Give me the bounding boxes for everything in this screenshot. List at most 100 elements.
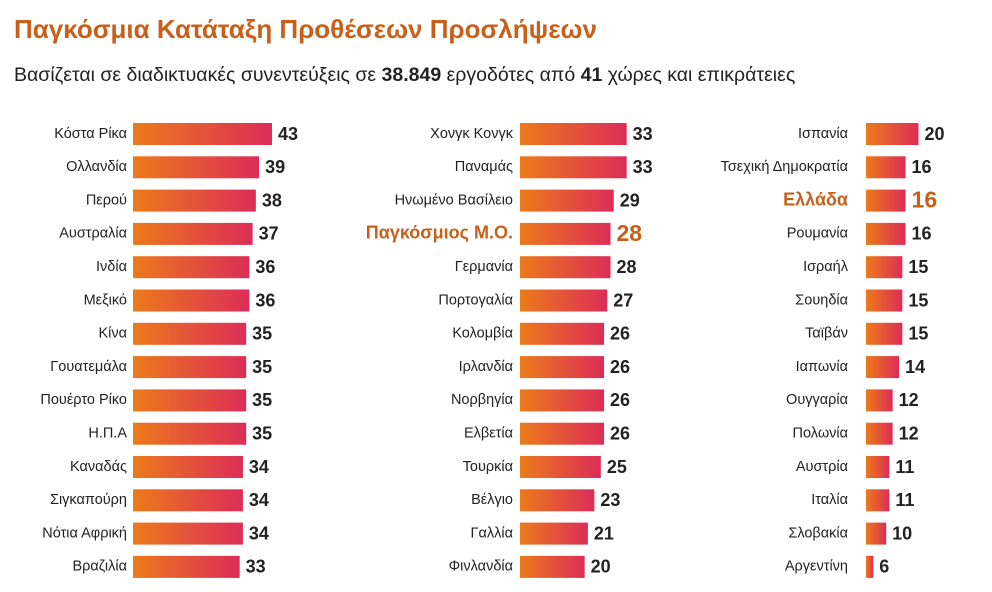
value-label: 16 [912, 187, 938, 213]
bar [133, 289, 250, 312]
category-label: Ισπανία [798, 126, 848, 142]
value-label: 26 [610, 324, 630, 344]
bar [866, 222, 906, 245]
value-label: 35 [252, 423, 272, 443]
category-label: Τουρκία [463, 459, 513, 475]
bar [866, 522, 887, 545]
category-label: Γερμανία [455, 259, 513, 275]
value-label: 34 [249, 490, 269, 510]
category-label: Σουηδία [795, 292, 848, 308]
bar [133, 256, 250, 279]
category-label: Κόστα Ρίκα [54, 126, 127, 142]
value-label: 34 [249, 523, 269, 543]
category-label: Γουατεμάλα [50, 359, 127, 375]
bar [866, 356, 900, 379]
category-label: Καναδάς [70, 459, 127, 475]
category-label: Παγκόσμιος Μ.Ο. [366, 223, 513, 243]
bar [866, 289, 903, 312]
bar [133, 189, 256, 212]
subtitle-number: 38.849 [381, 64, 442, 86]
value-label: 12 [899, 390, 919, 410]
value-label: 36 [255, 290, 275, 310]
bar [866, 256, 903, 279]
value-label: 29 [620, 190, 640, 210]
value-label: 6 [879, 557, 889, 577]
value-label: 11 [895, 457, 914, 477]
value-label: 33 [633, 124, 653, 144]
subtitle-number: 41 [580, 64, 603, 86]
category-label: Ισραήλ [803, 259, 849, 275]
category-label: Πουέρτο Ρίκο [40, 392, 127, 408]
bar [520, 123, 627, 145]
category-label: Αυστρία [796, 459, 848, 475]
bar [520, 222, 611, 245]
category-label: Ταϊβάν [805, 326, 848, 342]
category-label: Κίνα [98, 326, 127, 342]
bar [133, 389, 247, 412]
category-label: Ιαπωνία [796, 359, 848, 375]
value-label: 34 [249, 457, 269, 477]
title: Παγκόσμια Κατάταξη Προθέσεων Προσλήψεων [14, 14, 597, 44]
category-label: Βέλγιο [471, 492, 513, 508]
category-label: Σλοβακία [788, 525, 848, 541]
value-label: 28 [617, 220, 643, 246]
category-label: Πορτογαλία [438, 292, 513, 308]
category-label: Ουγγαρία [786, 392, 848, 408]
value-label: 43 [278, 124, 298, 144]
category-label: Ινδία [96, 259, 127, 275]
bar [520, 555, 585, 578]
bar [133, 522, 243, 545]
category-label: Ολλανδία [66, 159, 127, 175]
bar [866, 489, 890, 512]
category-label: Ηνωμένο Βασίλειο [395, 192, 513, 208]
value-label: 12 [899, 423, 919, 443]
value-label: 15 [908, 324, 928, 344]
bar [520, 289, 608, 312]
bar [866, 555, 874, 578]
value-label: 16 [912, 224, 932, 244]
subtitle-text: εργοδότες από [446, 64, 576, 86]
category-label: Αργεντίνη [785, 559, 848, 575]
bar [133, 422, 247, 445]
value-label: 27 [613, 290, 633, 310]
bar [520, 356, 605, 379]
category-label: Ιρλανδία [459, 359, 513, 375]
category-label: Ελλάδα [783, 189, 848, 209]
bar [520, 156, 627, 179]
value-label: 35 [252, 324, 272, 344]
value-label: 15 [908, 290, 928, 310]
category-label: Περού [86, 192, 127, 208]
category-label: Χονγκ Κονγκ [430, 126, 514, 142]
category-label: Αυστραλία [59, 226, 127, 242]
value-label: 38 [262, 190, 282, 210]
value-label: 15 [908, 257, 928, 277]
category-label: Βραζιλία [72, 559, 127, 575]
bar [866, 156, 906, 179]
value-label: 26 [610, 423, 630, 443]
value-label: 26 [610, 390, 630, 410]
bar [133, 555, 240, 578]
bar [133, 322, 247, 345]
value-label: 16 [912, 157, 932, 177]
value-label: 37 [259, 224, 279, 244]
bar [866, 123, 919, 145]
bar [520, 189, 614, 212]
value-label: 11 [895, 490, 914, 510]
subtitle: Βασίζεται σε διαδικτυακές συνεντεύξεις σ… [14, 64, 795, 87]
value-label: 21 [594, 523, 614, 543]
bar [866, 189, 906, 212]
category-label: Σιγκαπούρη [50, 492, 127, 508]
value-label: 25 [607, 457, 627, 477]
value-label: 20 [924, 124, 944, 144]
value-label: 14 [905, 357, 925, 377]
value-label: 33 [246, 557, 266, 577]
category-label: Πολωνία [793, 426, 848, 442]
category-label: Ελβετία [464, 426, 513, 442]
value-label: 26 [610, 357, 630, 377]
bar [866, 456, 890, 478]
category-label: Τσεχική Δημοκρατία [721, 159, 848, 175]
value-label: 33 [633, 157, 653, 177]
bar [520, 522, 588, 545]
value-label: 23 [600, 490, 620, 510]
